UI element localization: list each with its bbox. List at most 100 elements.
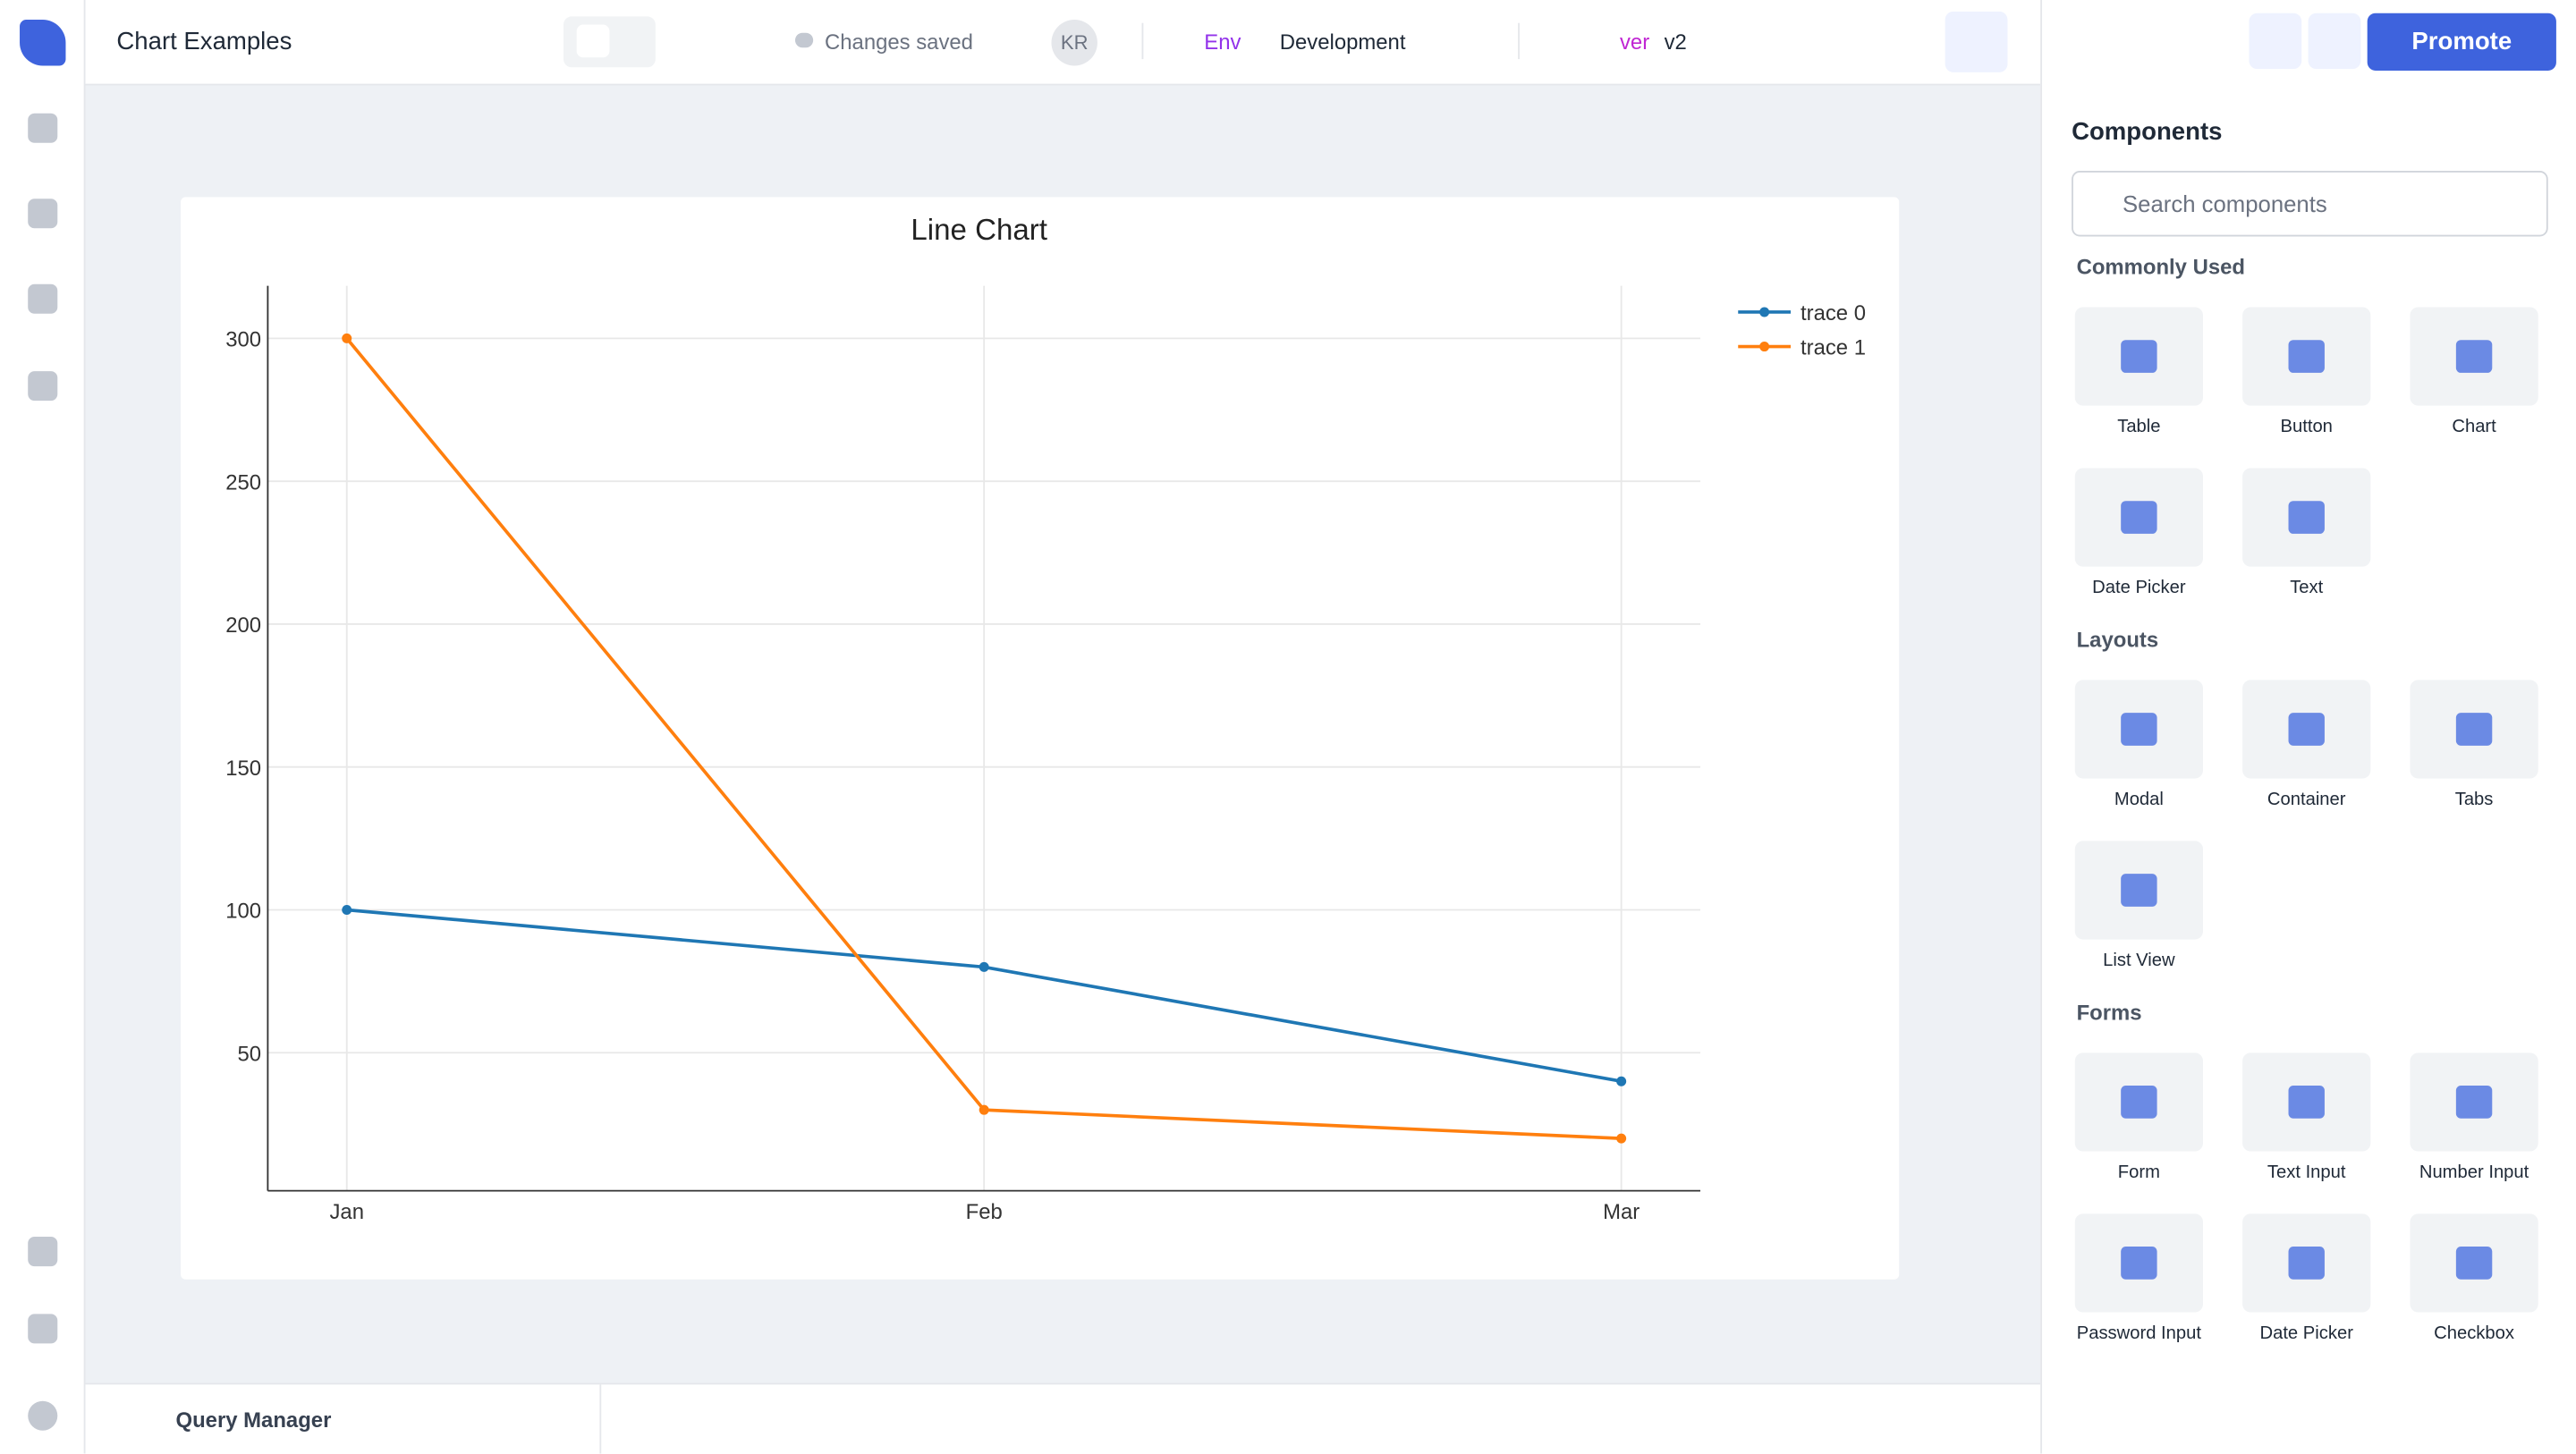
point	[342, 904, 352, 915]
component-grid: Modal Container Tabs List View	[2074, 680, 2568, 970]
component-tile[interactable]: List View	[2074, 841, 2204, 970]
component-icon	[2288, 713, 2325, 746]
y-tick-label: 200	[225, 613, 261, 638]
chat-icon[interactable]	[28, 1314, 58, 1344]
y-tick-label: 250	[225, 470, 261, 495]
x-tick-label: Jan	[329, 1200, 363, 1224]
component-icon	[2288, 340, 2325, 373]
component-icon	[2121, 874, 2157, 907]
component-tile[interactable]: Checkbox	[2410, 1213, 2538, 1343]
component-icon	[2455, 713, 2493, 746]
component-icon	[2121, 501, 2157, 534]
point	[1616, 1076, 1627, 1086]
section-title: Commonly Used	[2076, 254, 2245, 280]
component-tile[interactable]: Form	[2074, 1052, 2204, 1182]
component-icon	[2455, 1247, 2493, 1280]
app-name[interactable]: Chart Examples	[116, 28, 292, 56]
version-select[interactable]: v2	[1664, 30, 1687, 55]
component-grid: Form Text Input Number Input Password Input…	[2074, 1052, 2568, 1343]
component-tile[interactable]: Number Input	[2410, 1052, 2538, 1182]
point	[1616, 1133, 1627, 1144]
component-icon	[2121, 1086, 2157, 1119]
component-tile[interactable]: Date Picker	[2242, 1213, 2371, 1343]
right-panel: Promote Components Search components Com…	[2040, 0, 2576, 1454]
theme-icon[interactable]	[28, 1400, 58, 1431]
component-label: Modal	[2114, 790, 2164, 810]
panel-title: Components	[2072, 118, 2223, 147]
component-tile[interactable]: Button	[2242, 307, 2371, 437]
component-label: Form	[2117, 1162, 2160, 1183]
version-label: ver	[1619, 30, 1650, 55]
settings-icon[interactable]	[28, 371, 58, 402]
component-icon	[2121, 713, 2157, 746]
debug-icon[interactable]	[28, 283, 58, 314]
search-input[interactable]: Search components	[2072, 171, 2548, 237]
component-icon	[2121, 1247, 2157, 1280]
left-nav	[0, 0, 86, 1454]
point	[342, 333, 352, 343]
support-icon[interactable]	[28, 1237, 58, 1267]
component-sections: Commonly Used Table Button Chart Date Picker…	[2074, 254, 2568, 1374]
x-tick-label: Feb	[966, 1200, 1003, 1224]
search-placeholder: Search components	[2123, 190, 2327, 217]
component-tile[interactable]: Tabs	[2410, 680, 2538, 809]
component-label: Number Input	[2419, 1162, 2529, 1183]
share-button[interactable]	[2249, 13, 2302, 70]
point	[979, 1104, 989, 1115]
logo[interactable]	[20, 20, 66, 66]
component-label: Table	[2117, 417, 2161, 437]
chart: Line Chart 50 100 150 200 250 300 Jan Feb Mar trac…	[225, 214, 1866, 1224]
preview-button[interactable]	[2308, 13, 2361, 70]
component-tile[interactable]: Modal	[2074, 680, 2204, 809]
component-tile[interactable]: Password Input	[2074, 1213, 2204, 1343]
point	[979, 961, 989, 972]
component-tile[interactable]: Text Input	[2242, 1052, 2371, 1182]
component-icon	[2288, 1086, 2325, 1119]
component-label: Button	[2280, 417, 2333, 437]
component-icon	[2455, 1086, 2493, 1119]
avatar[interactable]: KR	[1051, 20, 1097, 66]
save-status: Changes saved	[825, 30, 973, 55]
component-icon	[2288, 1247, 2325, 1280]
pages-icon[interactable]	[28, 113, 58, 143]
query-manager-bar: Query Manager	[85, 1382, 2041, 1454]
env-label: Env	[1204, 30, 1241, 55]
y-tick-label: 300	[225, 328, 261, 352]
x-tick-label: Mar	[1603, 1200, 1640, 1224]
component-label: Date Picker	[2259, 1323, 2353, 1344]
component-tile[interactable]: Text	[2242, 468, 2371, 598]
component-label: Text	[2290, 578, 2324, 598]
component-label: Password Input	[2076, 1323, 2202, 1344]
chart-widget[interactable]: Line Chart 50 100 150 200 250 300 Jan Feb Mar trac…	[181, 197, 1900, 1280]
component-label: List View	[2103, 951, 2175, 971]
query-manager[interactable]: Query Manager	[175, 1408, 332, 1433]
promote-button[interactable]: Promote	[2367, 13, 2556, 71]
y-tick-label: 150	[225, 757, 261, 781]
y-tick-label: 100	[225, 900, 261, 924]
device-toggle[interactable]	[563, 16, 656, 68]
section-title: Forms	[2076, 1000, 2142, 1026]
sync-button[interactable]	[1945, 11, 2008, 72]
queries-icon[interactable]	[28, 199, 58, 229]
y-tick-label: 50	[237, 1042, 261, 1066]
env-select[interactable]: Development	[1279, 30, 1406, 55]
component-tile[interactable]: Date Picker	[2074, 468, 2204, 598]
component-label: Chart	[2452, 417, 2496, 437]
component-tile[interactable]: Chart	[2410, 307, 2538, 437]
component-label: Tabs	[2454, 790, 2494, 810]
legend-label: trace 1	[1801, 336, 1866, 360]
component-tile[interactable]: Table	[2074, 307, 2204, 437]
component-tile[interactable]: Container	[2242, 680, 2371, 809]
section-title: Layouts	[2076, 627, 2159, 653]
legend-marker	[1759, 342, 1770, 352]
cloud-icon	[794, 32, 814, 48]
chart-title: Line Chart	[911, 214, 1046, 247]
component-icon	[2121, 340, 2157, 373]
legend-label: trace 0	[1801, 301, 1866, 325]
component-icon	[2455, 340, 2493, 373]
component-label: Date Picker	[2092, 578, 2186, 598]
component-label: Text Input	[2267, 1162, 2346, 1183]
component-label: Container	[2267, 790, 2346, 810]
